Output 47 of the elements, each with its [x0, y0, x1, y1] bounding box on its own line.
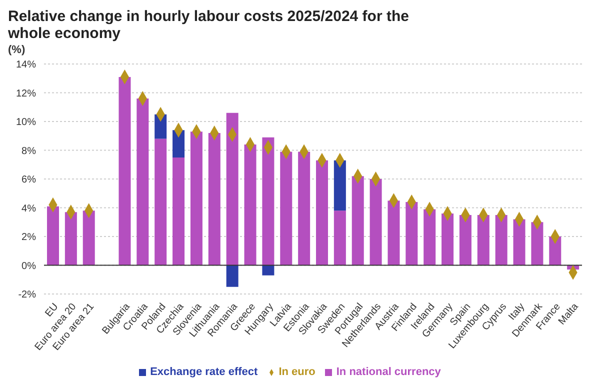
bar	[208, 133, 220, 266]
y-tick-label: 12%	[16, 88, 36, 100]
bar	[172, 157, 185, 266]
legend-label: Exchange rate effect	[150, 366, 258, 378]
y-axis-title: (%)	[8, 44, 26, 56]
y-tick-label: 0%	[22, 260, 36, 272]
bar	[334, 160, 346, 211]
bar	[64, 212, 77, 266]
legend-label: In euro	[278, 366, 316, 378]
bar	[316, 160, 328, 266]
y-tick-label: 8%	[22, 146, 36, 157]
bar	[154, 138, 167, 266]
y-tick-label: 4%	[22, 203, 36, 214]
bar	[298, 152, 310, 266]
y-tick-label: -2%	[18, 290, 36, 301]
bar	[406, 202, 418, 266]
y-tick-label: 14%	[16, 60, 36, 71]
bar	[549, 236, 562, 266]
bar	[459, 214, 472, 266]
bar	[244, 144, 256, 266]
bar	[352, 176, 364, 266]
bar	[226, 265, 238, 287]
bar	[82, 210, 95, 266]
y-tick-label: 10%	[16, 117, 36, 128]
bar	[136, 98, 149, 266]
bar	[262, 265, 274, 276]
bar	[280, 152, 292, 266]
bar	[226, 112, 238, 266]
bar	[531, 222, 544, 266]
bar	[262, 137, 274, 266]
bar	[190, 132, 202, 266]
y-tick-label: 2%	[22, 232, 36, 244]
bar	[47, 206, 59, 266]
bar	[477, 214, 490, 266]
bar	[172, 130, 185, 158]
bar	[495, 214, 508, 266]
chart-title: Relative change in hourly labour costs 2025/2024 for the whole economy	[8, 8, 410, 42]
bar	[424, 209, 436, 266]
bar	[118, 76, 131, 266]
x-tick-label: EU	[43, 301, 61, 320]
legend-label: In national currency	[336, 366, 441, 378]
bar	[513, 219, 526, 266]
bar	[388, 200, 400, 266]
bar	[334, 210, 346, 266]
bar	[370, 179, 382, 266]
y-tick-label: 6%	[22, 174, 36, 186]
bar	[442, 214, 454, 266]
